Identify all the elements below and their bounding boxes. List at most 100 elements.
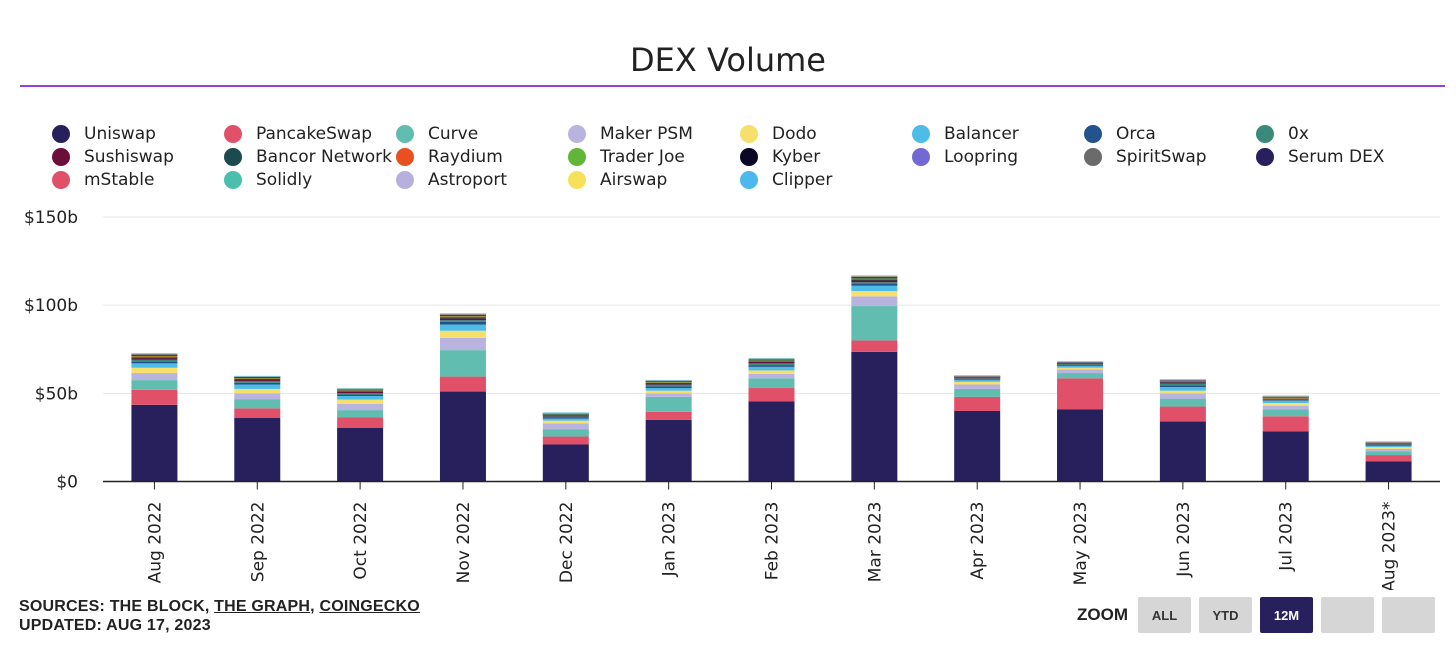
zoom-label: ZOOM (1077, 605, 1128, 624)
legend-item-astroport[interactable]: Astroport (396, 168, 566, 191)
bar-segment-curve (439, 350, 486, 377)
bar-stack-jun-2023 (1159, 379, 1206, 482)
bar-segment-sushiswap (337, 391, 384, 394)
bar-segment-pancakeswap (1057, 378, 1104, 410)
legend-item-raydium[interactable]: Raydium (396, 145, 566, 168)
chart-title: DEX Volume (630, 41, 826, 80)
bar-stack-mar-2023 (851, 275, 898, 482)
legend-item-solidly[interactable]: Solidly (224, 168, 394, 191)
legend-item-dodo[interactable]: Dodo (740, 122, 910, 145)
bar-segment-maker-psm (851, 296, 898, 307)
bar-segment-trader-joe (131, 355, 178, 357)
bar-segment-0x (645, 384, 692, 387)
legend-swatch (52, 124, 70, 143)
bar-segment-uniswap (851, 351, 898, 482)
bar-segment-curve (234, 399, 281, 409)
legend-item-maker-psm[interactable]: Maker PSM (568, 122, 738, 145)
x-tick-label: May 2023 (1071, 502, 1091, 586)
legend-item-loopring[interactable]: Loopring (912, 145, 1082, 168)
bar-segment-clipper (851, 275, 898, 277)
bar-segment-curve (1365, 451, 1412, 456)
legend-item-mstable[interactable]: mStable (52, 168, 222, 191)
bar-segment-balancer (1262, 400, 1309, 404)
bar-segment-sushiswap (1365, 443, 1412, 445)
legend-item-sushiswap[interactable]: Sushiswap (52, 145, 222, 168)
x-tick-label: Mar 2023 (865, 502, 885, 583)
bar-segment-sushiswap (439, 318, 486, 321)
bar-segment-raydium (337, 390, 384, 392)
legend-item-serum-dex[interactable]: Serum DEX (1256, 145, 1426, 168)
bar-segment-curve (1159, 398, 1206, 407)
bar-segment-dodo (542, 420, 589, 424)
legend-label: Maker PSM (600, 123, 693, 144)
x-tick-label: Aug 2023* (1380, 502, 1400, 591)
zoom-extra-button-2[interactable] (1382, 597, 1435, 633)
bar-segment-balancer (645, 388, 692, 391)
legend-label: Bancor Network (256, 146, 392, 167)
zoom-extra-button-1[interactable] (1321, 597, 1374, 633)
bar-segment-uniswap (1159, 421, 1206, 482)
legend-label: PancakeSwap (256, 123, 373, 144)
sources-note: SOURCES: THE BLOCK, THE GRAPH, COINGECKO… (19, 597, 420, 635)
bar-segment-balancer (542, 418, 589, 421)
legend-item-0x[interactable]: 0x (1256, 122, 1426, 145)
legend-item-pancakeswap[interactable]: PancakeSwap (224, 122, 394, 145)
legend-item-bancor-network[interactable]: Bancor Network (224, 145, 394, 168)
legend-swatch (224, 170, 242, 189)
bar-stack-jul-2023 (1262, 395, 1309, 482)
legend-item-kyber[interactable]: Kyber (740, 145, 910, 168)
legend-item-curve[interactable]: Curve (396, 122, 566, 145)
bar-segment-sushiswap (1057, 363, 1104, 365)
legend-label: mStable (84, 169, 155, 190)
bar-segment-sushiswap (542, 415, 589, 417)
bar-segment-pancakeswap (542, 436, 589, 445)
bar-segment-raydium (1159, 381, 1206, 383)
bar-segment-pancakeswap (954, 396, 1001, 411)
x-tick-label: Jan 2023 (660, 502, 680, 578)
bar-segment-balancer (851, 285, 898, 292)
coingecko-link[interactable]: COINGECKO (319, 598, 420, 615)
bar-segment-sushiswap (234, 379, 281, 381)
legend-item-trader-joe[interactable]: Trader Joe (568, 145, 738, 168)
legend-item-balancer[interactable]: Balancer (912, 122, 1082, 145)
bar-segment-maker-psm (234, 393, 281, 400)
zoom-ytd-button[interactable]: YTD (1199, 597, 1252, 633)
the-graph-link[interactable]: THE GRAPH (214, 598, 311, 615)
zoom-all-button[interactable]: ALL (1138, 597, 1191, 633)
bar-segment-dodo (337, 399, 384, 404)
sources-prefix: SOURCES: THE BLOCK, (19, 598, 215, 615)
bar-stack-nov-2022 (439, 313, 486, 482)
bar-segment-pancakeswap (1262, 416, 1309, 432)
bar-segment-bancor-network (234, 378, 281, 380)
legend-swatch (224, 124, 242, 143)
bar-segment-0x (131, 359, 178, 362)
legend-item-airswap[interactable]: Airswap (568, 168, 738, 191)
bar-segment-pancakeswap (337, 417, 384, 428)
legend-label: Astroport (428, 169, 508, 190)
zoom-12m-button[interactable]: 12M (1260, 597, 1313, 633)
bar-segment-maker-psm (337, 403, 384, 411)
bar-segment-0x (1159, 383, 1206, 386)
legend-swatch (1084, 147, 1102, 166)
x-tick-label: Apr 2023 (968, 502, 988, 580)
title-divider (20, 85, 1445, 87)
bar-stack-aug-2023 (1365, 441, 1412, 482)
bar-segment-pancakeswap (1159, 406, 1206, 422)
legend-item-orca[interactable]: Orca (1084, 122, 1254, 145)
legend-swatch (52, 170, 70, 189)
legend-item-spiritswap[interactable]: SpiritSwap (1084, 145, 1254, 168)
y-tick-label: $0 (56, 473, 78, 493)
bar-segment-raydium (439, 316, 486, 318)
bar-segment-uniswap (131, 404, 178, 482)
y-tick-label: $50b (35, 384, 78, 404)
legend-swatch (396, 147, 414, 166)
legend-item-uniswap[interactable]: Uniswap (52, 122, 222, 145)
legend-label: Clipper (772, 169, 833, 190)
bar-segment-0x (1262, 399, 1309, 401)
legend-swatch (224, 147, 242, 166)
bar-segment-trader-joe (1159, 381, 1206, 382)
legend-item-clipper[interactable]: Clipper (740, 168, 910, 191)
bar-segment-bancor-network (131, 357, 178, 359)
legend-swatch (1256, 147, 1274, 166)
bar-segment-orca (234, 382, 281, 385)
